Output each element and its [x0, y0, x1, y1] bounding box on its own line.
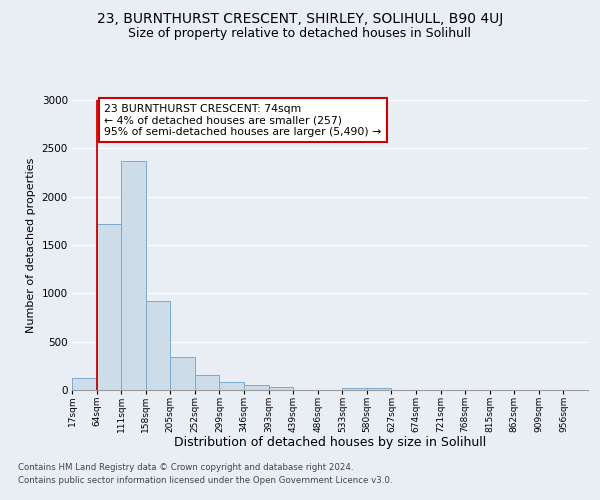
Bar: [342, 388, 367, 390]
Bar: [367, 388, 391, 390]
Bar: [146, 301, 170, 390]
Text: Contains public sector information licensed under the Open Government Licence v3: Contains public sector information licen…: [18, 476, 392, 485]
Bar: [121, 161, 146, 390]
Text: 23 BURNTHURST CRESCENT: 74sqm
← 4% of detached houses are smaller (257)
95% of s: 23 BURNTHURST CRESCENT: 74sqm ← 4% of de…: [104, 104, 381, 137]
Bar: [97, 224, 121, 390]
Bar: [220, 382, 244, 390]
Text: Distribution of detached houses by size in Solihull: Distribution of detached houses by size …: [174, 436, 486, 449]
Bar: [195, 375, 220, 390]
Y-axis label: Number of detached properties: Number of detached properties: [26, 158, 36, 332]
Bar: [72, 378, 97, 390]
Text: 23, BURNTHURST CRESCENT, SHIRLEY, SOLIHULL, B90 4UJ: 23, BURNTHURST CRESCENT, SHIRLEY, SOLIHU…: [97, 12, 503, 26]
Bar: [269, 387, 293, 390]
Text: Size of property relative to detached houses in Solihull: Size of property relative to detached ho…: [128, 28, 472, 40]
Bar: [170, 357, 195, 390]
Text: Contains HM Land Registry data © Crown copyright and database right 2024.: Contains HM Land Registry data © Crown c…: [18, 464, 353, 472]
Bar: [244, 384, 269, 390]
